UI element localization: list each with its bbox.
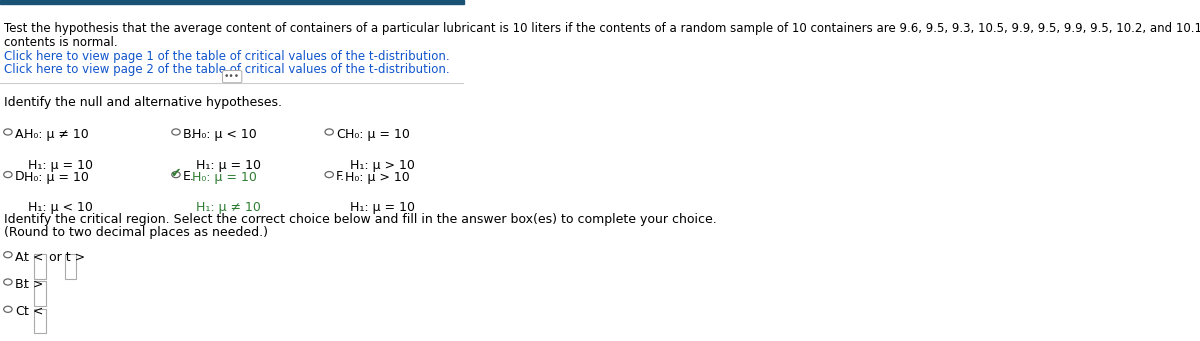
Text: C.: C.: [14, 305, 28, 318]
Text: H₀: μ < 10: H₀: μ < 10: [192, 128, 257, 141]
Text: H₁: μ < 10: H₁: μ < 10: [29, 201, 94, 214]
Text: H₀: μ > 10: H₀: μ > 10: [346, 170, 410, 183]
Text: t <: t <: [24, 305, 43, 318]
Text: t <: t <: [24, 251, 43, 264]
Text: Test the hypothesis that the average content of containers of a particular lubri: Test the hypothesis that the average con…: [4, 22, 1200, 35]
Text: H₀: μ ≠ 10: H₀: μ ≠ 10: [24, 128, 89, 141]
FancyBboxPatch shape: [65, 254, 76, 279]
Text: B.: B.: [14, 278, 28, 291]
Text: ✔: ✔: [170, 167, 181, 180]
Text: C.: C.: [336, 128, 349, 141]
Text: H₀: μ = 10: H₀: μ = 10: [24, 170, 89, 183]
Text: F.: F.: [336, 170, 346, 183]
FancyBboxPatch shape: [35, 281, 46, 306]
Text: contents is normal.: contents is normal.: [4, 36, 118, 49]
Text: H₁: μ = 10: H₁: μ = 10: [197, 159, 262, 172]
Text: Click here to view page 1 of the table of critical values of the t-distribution.: Click here to view page 1 of the table o…: [4, 50, 449, 63]
Text: or t >: or t >: [49, 251, 85, 264]
Text: •••: •••: [224, 72, 240, 81]
Text: Identify the critical region. Select the correct choice below and fill in the an: Identify the critical region. Select the…: [4, 213, 716, 226]
Text: D.: D.: [14, 170, 29, 183]
Bar: [0, 0, 464, 4]
Text: A.: A.: [14, 251, 28, 264]
Text: H₀: μ = 10: H₀: μ = 10: [346, 128, 410, 141]
Text: H₁: μ = 10: H₁: μ = 10: [349, 201, 415, 214]
Text: H₁: μ ≠ 10: H₁: μ ≠ 10: [197, 201, 262, 214]
Text: Click here to view page 2 of the table of critical values of the t-distribution.: Click here to view page 2 of the table o…: [4, 63, 449, 76]
Text: t >: t >: [24, 278, 43, 291]
Text: (Round to two decimal places as needed.): (Round to two decimal places as needed.): [4, 226, 268, 239]
Text: A.: A.: [14, 128, 28, 141]
FancyBboxPatch shape: [35, 309, 46, 333]
Text: E.: E.: [182, 170, 194, 183]
Text: H₀: μ = 10: H₀: μ = 10: [192, 170, 257, 183]
Text: Identify the null and alternative hypotheses.: Identify the null and alternative hypoth…: [4, 96, 282, 109]
Text: H₁: μ = 10: H₁: μ = 10: [29, 159, 94, 172]
Text: B.: B.: [182, 128, 196, 141]
FancyBboxPatch shape: [35, 254, 46, 279]
Text: H₁: μ > 10: H₁: μ > 10: [349, 159, 414, 172]
